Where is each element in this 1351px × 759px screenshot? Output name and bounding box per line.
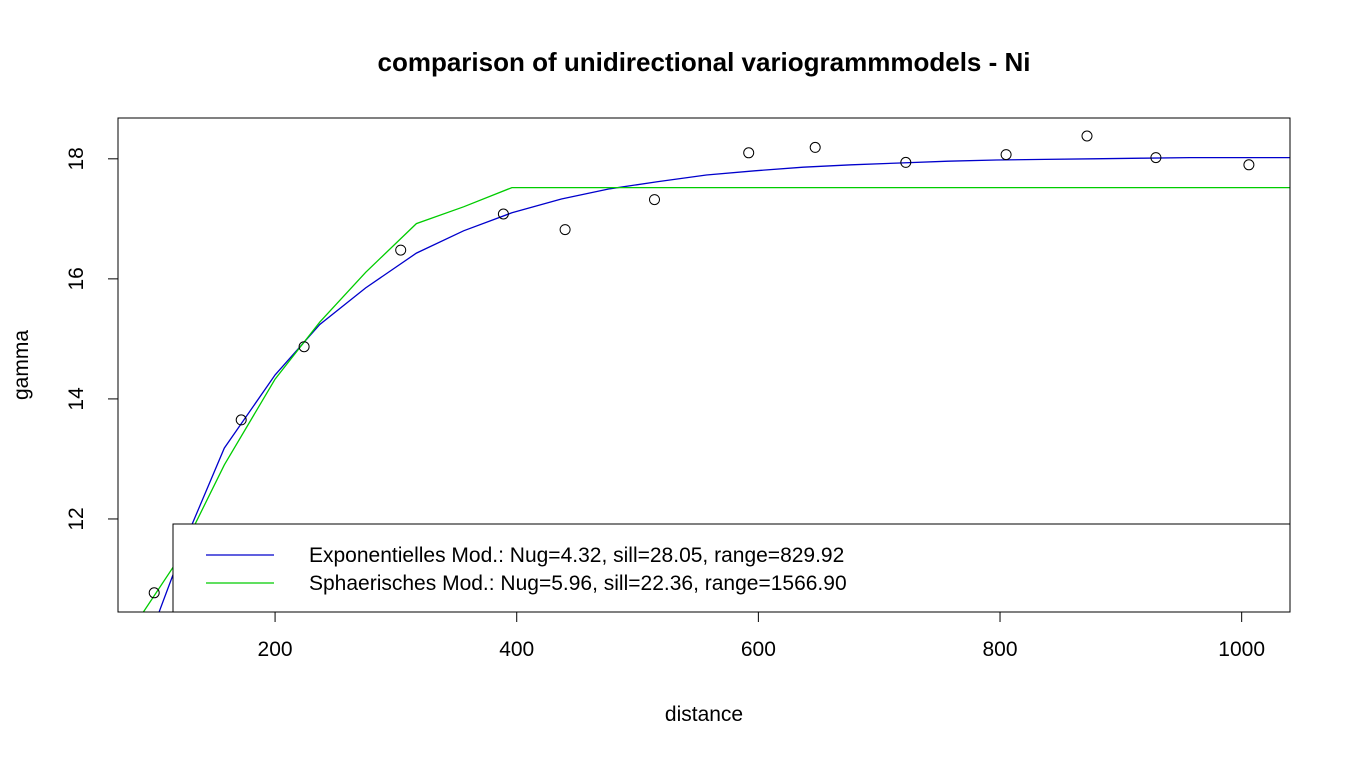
data-point bbox=[743, 147, 755, 159]
series-line-exponential bbox=[158, 156, 1290, 612]
legend-label: Sphaerisches Mod.: Nug=5.96, sill=22.36,… bbox=[309, 572, 847, 595]
data-point bbox=[900, 156, 912, 168]
data-point bbox=[148, 587, 160, 599]
x-tick-label: 200 bbox=[258, 638, 293, 661]
y-tick-label: 16 bbox=[65, 267, 88, 290]
y-tick-label: 18 bbox=[65, 147, 88, 170]
chart-title: comparison of unidirectional variogrammm… bbox=[377, 47, 1030, 77]
data-point bbox=[649, 194, 660, 206]
y-axis-label: gamma bbox=[10, 330, 33, 400]
legend: Exponentielles Mod.: Nug=4.32, sill=28.0… bbox=[172, 523, 1291, 613]
data-point bbox=[298, 341, 310, 353]
data-point bbox=[1150, 152, 1162, 164]
x-tick-label: 600 bbox=[741, 638, 776, 661]
data-point bbox=[497, 208, 509, 220]
data-point bbox=[809, 141, 821, 153]
data-point bbox=[1243, 159, 1255, 171]
x-axis: 200 400 600 800 1000 bbox=[258, 612, 1265, 661]
legend-box bbox=[172, 523, 1291, 613]
y-tick-label: 14 bbox=[65, 387, 88, 411]
data-point bbox=[395, 244, 407, 256]
x-tick-label: 800 bbox=[982, 638, 1017, 661]
y-axis: 12 14 16 18 bbox=[65, 147, 118, 531]
data-point bbox=[235, 414, 247, 426]
x-tick-label: 1000 bbox=[1218, 638, 1265, 661]
y-tick-label: 12 bbox=[65, 507, 88, 530]
data-point bbox=[1000, 149, 1012, 161]
x-axis-label: distance bbox=[665, 703, 743, 726]
data-point bbox=[559, 224, 571, 236]
legend-label: Exponentielles Mod.: Nug=4.32, sill=28.0… bbox=[309, 544, 844, 567]
series-line-spherical bbox=[142, 186, 1290, 612]
data-point bbox=[1081, 130, 1093, 142]
x-tick-label: 400 bbox=[499, 638, 534, 661]
